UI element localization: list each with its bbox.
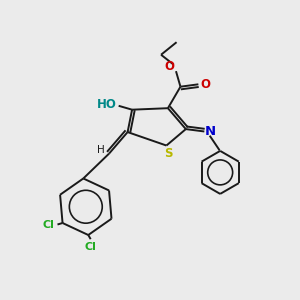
Text: S: S — [164, 147, 172, 161]
Text: O: O — [164, 61, 174, 74]
Text: N: N — [205, 125, 216, 138]
Text: Cl: Cl — [85, 242, 97, 252]
Text: HO: HO — [97, 98, 117, 111]
Text: H: H — [97, 145, 105, 155]
Text: Cl: Cl — [43, 220, 55, 230]
Text: O: O — [200, 78, 210, 91]
